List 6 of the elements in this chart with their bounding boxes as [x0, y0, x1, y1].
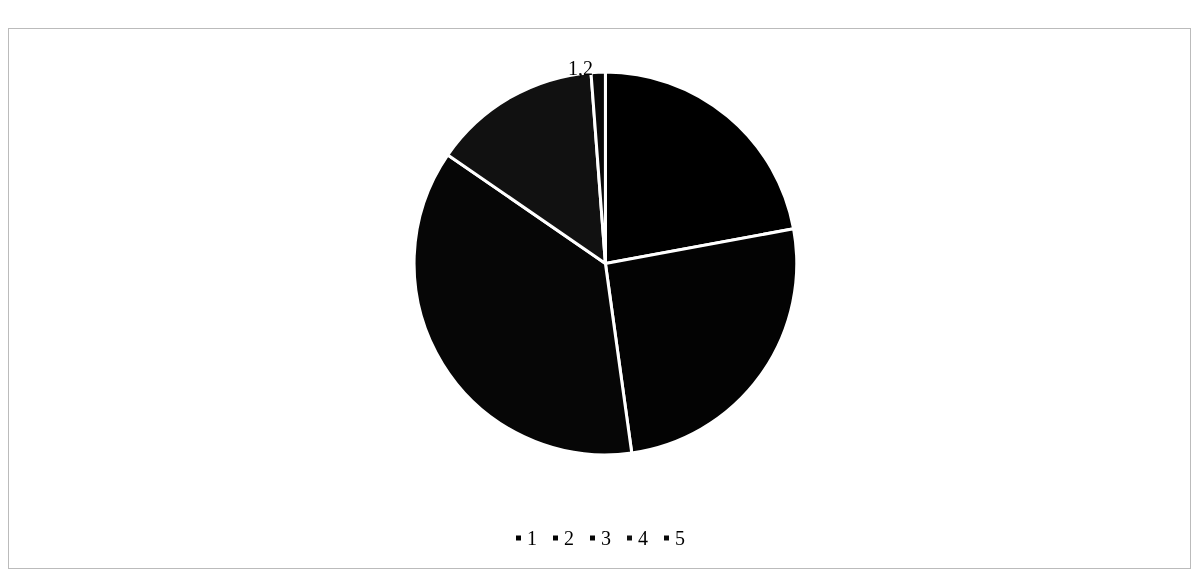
legend-label: 5: [675, 527, 685, 549]
data-label: 1,2: [568, 57, 594, 80]
legend-label: 3: [601, 527, 611, 549]
legend-label: 2: [564, 527, 574, 549]
legend-label: 4: [638, 527, 648, 549]
legend-label: 1: [527, 527, 537, 549]
